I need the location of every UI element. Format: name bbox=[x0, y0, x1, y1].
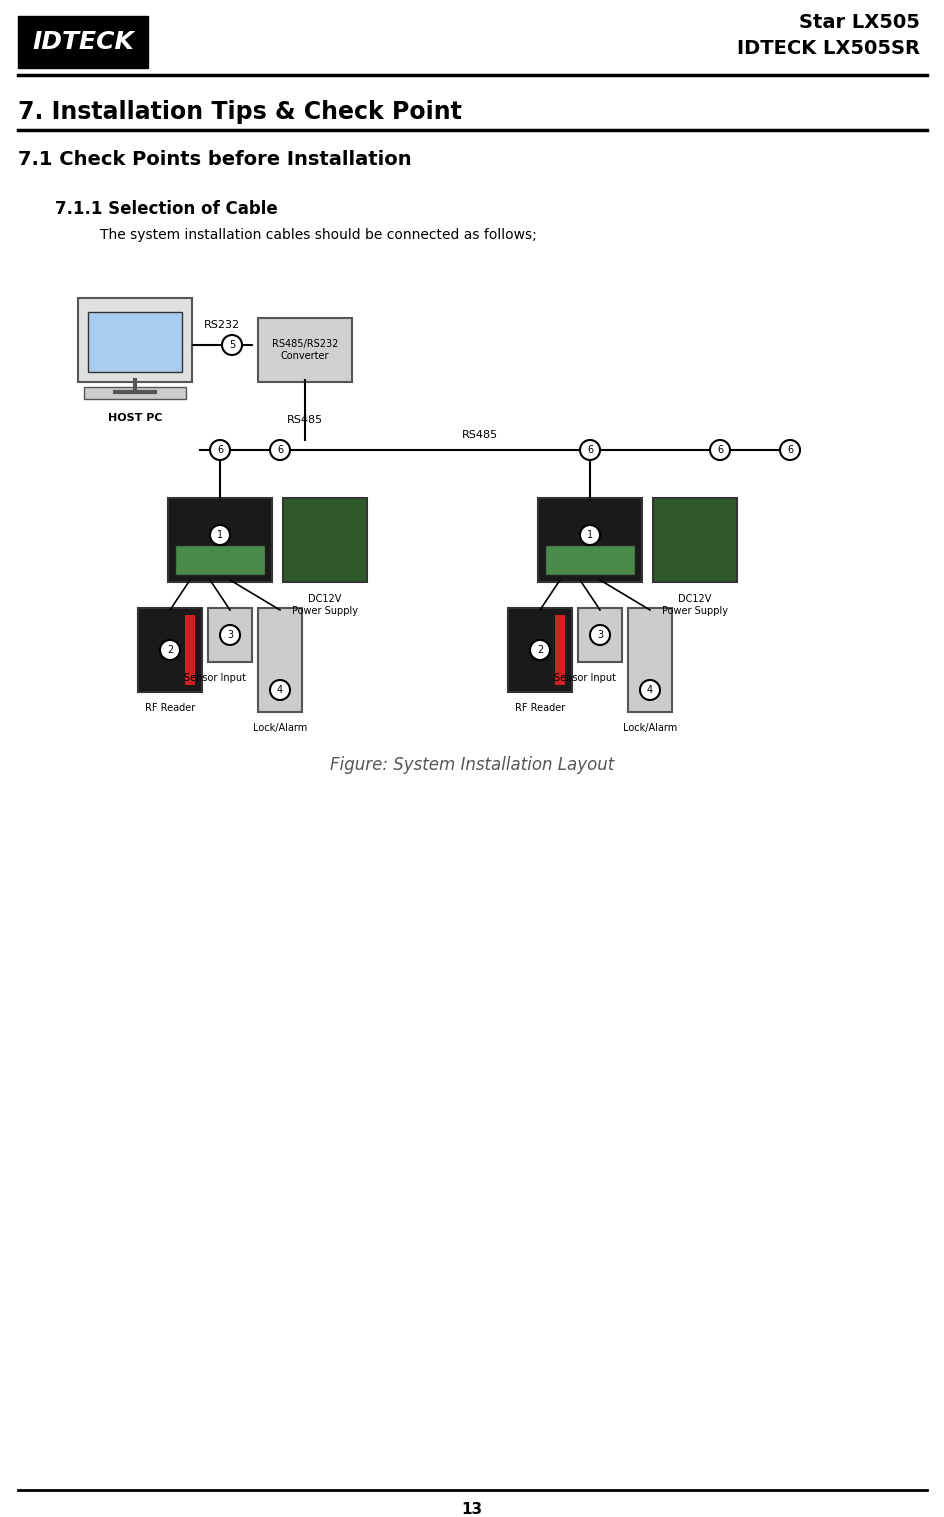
Circle shape bbox=[210, 440, 229, 460]
Circle shape bbox=[220, 625, 240, 645]
Text: IDTECK: IDTECK bbox=[32, 30, 134, 55]
Text: 6: 6 bbox=[586, 444, 593, 455]
Text: 7. Installation Tips & Check Point: 7. Installation Tips & Check Point bbox=[18, 100, 462, 124]
Text: 6: 6 bbox=[716, 444, 722, 455]
FancyBboxPatch shape bbox=[258, 319, 351, 382]
Circle shape bbox=[580, 440, 599, 460]
FancyBboxPatch shape bbox=[18, 17, 148, 68]
Text: HOST PC: HOST PC bbox=[108, 413, 162, 423]
FancyBboxPatch shape bbox=[537, 498, 641, 583]
Circle shape bbox=[589, 625, 610, 645]
Circle shape bbox=[580, 525, 599, 545]
Text: 5: 5 bbox=[228, 340, 235, 350]
FancyBboxPatch shape bbox=[208, 608, 252, 661]
Text: 7.1 Check Points before Installation: 7.1 Check Points before Installation bbox=[18, 150, 412, 168]
Text: 13: 13 bbox=[461, 1502, 482, 1517]
Text: 3: 3 bbox=[227, 630, 233, 640]
Text: The system installation cables should be connected as follows;: The system installation cables should be… bbox=[100, 228, 536, 243]
Text: 6: 6 bbox=[786, 444, 792, 455]
Text: 1: 1 bbox=[217, 529, 223, 540]
FancyBboxPatch shape bbox=[185, 614, 194, 686]
Text: 4: 4 bbox=[647, 686, 652, 695]
Text: RS485: RS485 bbox=[287, 416, 323, 425]
Circle shape bbox=[530, 640, 549, 660]
Text: ~~ ~~: ~~ ~~ bbox=[316, 443, 362, 457]
Text: Star LX505: Star LX505 bbox=[799, 12, 919, 32]
Circle shape bbox=[779, 440, 800, 460]
Circle shape bbox=[270, 440, 290, 460]
Text: 7.1.1 Selection of Cable: 7.1.1 Selection of Cable bbox=[55, 200, 278, 218]
FancyBboxPatch shape bbox=[578, 608, 621, 661]
FancyBboxPatch shape bbox=[652, 498, 736, 583]
Text: ~~ ~~: ~~ ~~ bbox=[647, 443, 692, 457]
Text: Figure: System Installation Layout: Figure: System Installation Layout bbox=[329, 755, 614, 774]
Text: 6: 6 bbox=[277, 444, 283, 455]
FancyBboxPatch shape bbox=[282, 498, 366, 583]
Circle shape bbox=[639, 680, 659, 699]
FancyBboxPatch shape bbox=[258, 608, 302, 711]
FancyBboxPatch shape bbox=[138, 608, 202, 692]
FancyBboxPatch shape bbox=[554, 614, 565, 686]
Circle shape bbox=[160, 640, 179, 660]
Text: RS485/RS232
Converter: RS485/RS232 Converter bbox=[272, 340, 338, 361]
FancyBboxPatch shape bbox=[545, 545, 634, 575]
FancyBboxPatch shape bbox=[84, 387, 186, 399]
FancyBboxPatch shape bbox=[628, 608, 671, 711]
Text: Lock/Alarm: Lock/Alarm bbox=[622, 724, 677, 733]
Text: 4: 4 bbox=[277, 686, 283, 695]
Text: RS232: RS232 bbox=[204, 320, 240, 331]
Circle shape bbox=[210, 525, 229, 545]
Text: RS485: RS485 bbox=[462, 429, 497, 440]
Circle shape bbox=[222, 335, 242, 355]
Text: DC12V
Power Supply: DC12V Power Supply bbox=[662, 595, 727, 616]
Text: RF Reader: RF Reader bbox=[514, 702, 565, 713]
Circle shape bbox=[270, 680, 290, 699]
FancyBboxPatch shape bbox=[175, 545, 264, 575]
Text: DC12V
Power Supply: DC12V Power Supply bbox=[292, 595, 358, 616]
Text: 2: 2 bbox=[536, 645, 543, 655]
FancyBboxPatch shape bbox=[78, 297, 192, 382]
Text: Lock/Alarm: Lock/Alarm bbox=[253, 724, 307, 733]
Text: RF Reader: RF Reader bbox=[144, 702, 194, 713]
FancyBboxPatch shape bbox=[168, 498, 272, 583]
Text: Sensor Input: Sensor Input bbox=[184, 674, 245, 683]
Text: IDTECK LX505SR: IDTECK LX505SR bbox=[736, 38, 919, 58]
Circle shape bbox=[709, 440, 729, 460]
Text: 1: 1 bbox=[586, 529, 593, 540]
FancyBboxPatch shape bbox=[508, 608, 571, 692]
Text: 3: 3 bbox=[597, 630, 602, 640]
Text: Sensor Input: Sensor Input bbox=[553, 674, 615, 683]
Text: 2: 2 bbox=[167, 645, 173, 655]
FancyBboxPatch shape bbox=[88, 313, 182, 372]
Text: 6: 6 bbox=[217, 444, 223, 455]
